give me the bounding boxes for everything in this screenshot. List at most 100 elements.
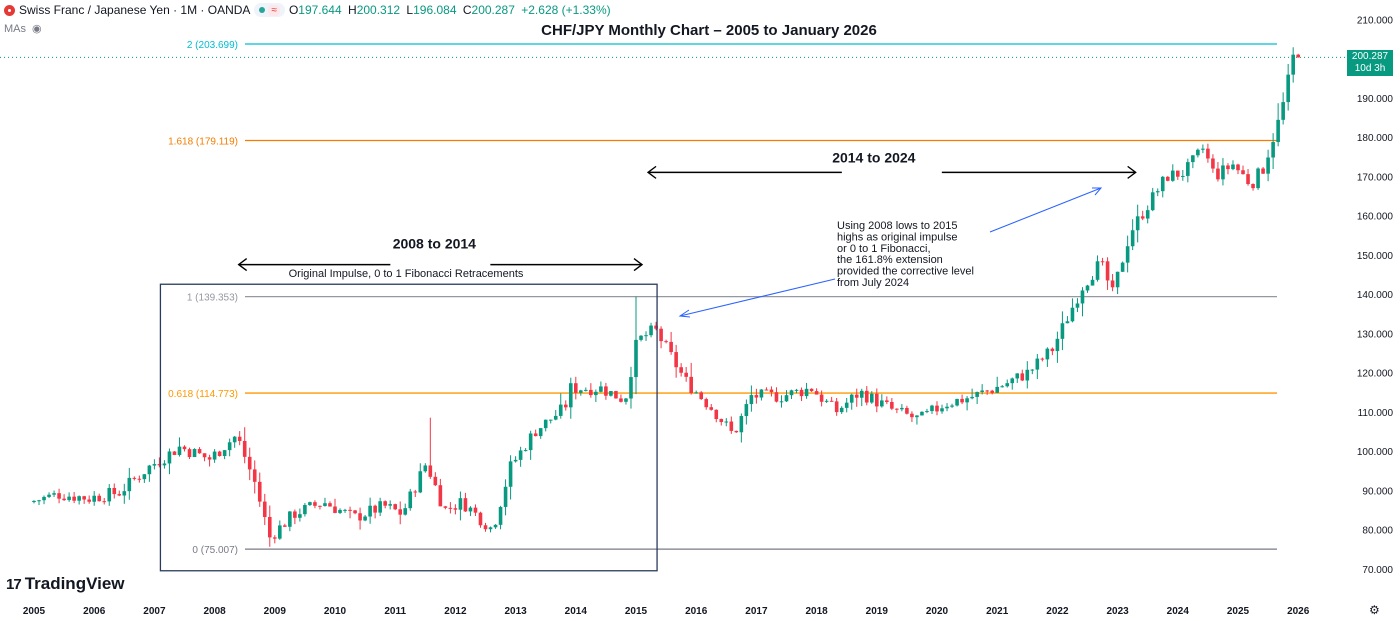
candle-body bbox=[1160, 176, 1165, 192]
candle bbox=[503, 479, 508, 516]
range2-label: 2014 to 2024 bbox=[832, 149, 915, 165]
candle bbox=[599, 381, 603, 393]
candle bbox=[589, 383, 593, 398]
candle-body bbox=[1055, 338, 1060, 352]
candle-body bbox=[869, 393, 874, 403]
candle bbox=[1211, 154, 1215, 173]
y-tick-6: 150.000 bbox=[1357, 251, 1394, 262]
candle-body bbox=[563, 404, 568, 408]
candle-body bbox=[604, 386, 608, 396]
candle-body bbox=[609, 391, 613, 396]
chart-settings-gear-icon[interactable]: ⚙ bbox=[1369, 603, 1380, 617]
candle bbox=[1186, 158, 1190, 183]
candle-body bbox=[824, 400, 829, 402]
candle-body bbox=[77, 496, 81, 501]
candle-body bbox=[1010, 378, 1015, 384]
candle-body bbox=[900, 407, 904, 410]
candle bbox=[97, 493, 102, 502]
candle-body bbox=[167, 451, 172, 464]
candle bbox=[910, 411, 914, 422]
candle-body bbox=[1165, 176, 1170, 181]
candle bbox=[935, 401, 939, 416]
market-status-pill[interactable]: ≈ bbox=[254, 3, 285, 17]
candle-body bbox=[854, 394, 859, 398]
candle bbox=[127, 467, 132, 500]
x-tick-18: 2023 bbox=[1106, 606, 1129, 617]
candle-body bbox=[62, 498, 66, 501]
mas-indicator-label[interactable]: MAs bbox=[4, 22, 26, 35]
candle bbox=[1025, 361, 1030, 389]
candle-body bbox=[809, 388, 814, 392]
candle-body bbox=[443, 506, 448, 508]
candle-body bbox=[1196, 149, 1200, 156]
candle bbox=[629, 366, 633, 409]
hidden-eye-icon[interactable]: ◉ bbox=[32, 23, 42, 35]
close-value: 200.287 bbox=[471, 3, 515, 17]
candle-body bbox=[674, 352, 678, 368]
candle-body bbox=[935, 405, 939, 412]
candle-body bbox=[970, 396, 974, 399]
low-value: 196.084 bbox=[413, 3, 457, 17]
candle bbox=[1090, 275, 1095, 286]
candle-body bbox=[734, 430, 739, 433]
candle bbox=[1271, 133, 1275, 170]
note-line-0: Using 2008 lows to 2015 bbox=[837, 220, 957, 232]
candle-body bbox=[1000, 386, 1005, 388]
note-arrow-to-2015 bbox=[679, 278, 836, 317]
candle bbox=[864, 386, 869, 406]
candle-body bbox=[1095, 261, 1100, 280]
candle-body bbox=[152, 464, 157, 466]
candle-body bbox=[97, 495, 102, 502]
candle-body bbox=[32, 500, 36, 503]
candle bbox=[739, 413, 744, 443]
candle bbox=[1095, 255, 1100, 282]
fibonacci-levels: 2 (203.699) 1.618 (179.119) 1 (139.353) 0.6… bbox=[168, 40, 1277, 556]
candle bbox=[694, 390, 698, 394]
candle bbox=[644, 331, 648, 341]
candle-body bbox=[137, 478, 142, 480]
last-price: 200.287 bbox=[1351, 51, 1389, 62]
candle bbox=[905, 405, 909, 415]
symbol-title[interactable]: Swiss Franc / Japanese Yen · 1M · OANDA bbox=[19, 3, 251, 17]
candle-body bbox=[789, 390, 794, 396]
candle bbox=[859, 388, 864, 407]
candle bbox=[278, 520, 282, 540]
tradingview-logo[interactable]: 17 TradingView bbox=[6, 574, 125, 594]
candle-body bbox=[955, 398, 959, 406]
candle bbox=[614, 390, 618, 399]
candle-body bbox=[503, 486, 508, 507]
candle bbox=[574, 376, 578, 400]
candle-body bbox=[814, 391, 819, 395]
candle bbox=[443, 505, 448, 510]
candle-body bbox=[1241, 170, 1245, 175]
candle bbox=[689, 362, 693, 395]
y-tick-2: 190.000 bbox=[1357, 94, 1394, 105]
candle-body bbox=[759, 389, 764, 398]
candle-body bbox=[468, 507, 473, 512]
candle bbox=[809, 388, 814, 392]
candle-body bbox=[1100, 261, 1105, 263]
candle bbox=[558, 393, 563, 419]
candle-body bbox=[283, 525, 287, 527]
candle bbox=[52, 490, 56, 497]
candle bbox=[1050, 347, 1055, 356]
candle-body bbox=[473, 507, 478, 513]
candle bbox=[383, 500, 387, 509]
candle-body bbox=[589, 389, 593, 396]
candle bbox=[869, 391, 874, 404]
candle bbox=[333, 498, 337, 514]
candle bbox=[247, 447, 252, 481]
candle-body bbox=[222, 450, 227, 456]
x-tick-16: 2021 bbox=[986, 606, 1009, 617]
candle-body bbox=[353, 510, 357, 514]
candle-body bbox=[1155, 191, 1160, 193]
candle bbox=[1206, 143, 1210, 163]
candle bbox=[729, 416, 734, 434]
candle bbox=[699, 391, 704, 400]
candle-body bbox=[709, 407, 714, 410]
candle bbox=[1020, 369, 1025, 382]
candle bbox=[393, 503, 397, 511]
candle-body bbox=[358, 513, 362, 521]
candle bbox=[719, 418, 724, 426]
